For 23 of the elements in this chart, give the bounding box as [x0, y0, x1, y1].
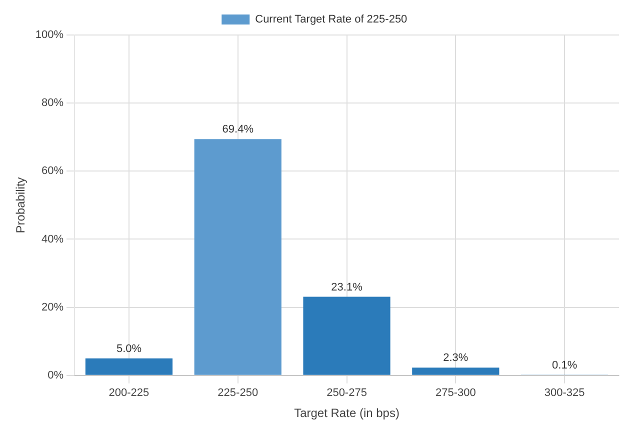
y-axis-title: Probability — [14, 177, 28, 234]
data-label: 23.1% — [331, 281, 363, 294]
bar — [85, 358, 173, 375]
y-tick-label: 0% — [48, 369, 64, 382]
x-tick-label: 200-225 — [108, 387, 150, 400]
y-tick-label: 80% — [42, 97, 64, 110]
y-tick-label: 100% — [35, 29, 64, 42]
data-label: 5.0% — [116, 342, 142, 355]
y-tick-label: 20% — [42, 301, 64, 314]
data-label: 2.3% — [443, 352, 468, 364]
bar — [194, 139, 282, 375]
bar — [303, 296, 390, 375]
x-tick-label: 275-300 — [435, 387, 476, 400]
data-label: 0.1% — [552, 360, 578, 372]
x-tick-label: 225-250 — [218, 387, 258, 400]
x-tick-label: 250-275 — [326, 387, 367, 400]
y-tick-label: 40% — [42, 233, 64, 246]
legend-label: Current Target Rate of 225-250 — [255, 14, 408, 26]
x-tick-label: 300-325 — [544, 387, 585, 400]
x-axis-title: Target Rate (in bps) — [294, 406, 400, 420]
y-tick-label: 60% — [42, 165, 64, 178]
data-label: 69.4% — [222, 124, 254, 136]
bar — [412, 368, 500, 375]
